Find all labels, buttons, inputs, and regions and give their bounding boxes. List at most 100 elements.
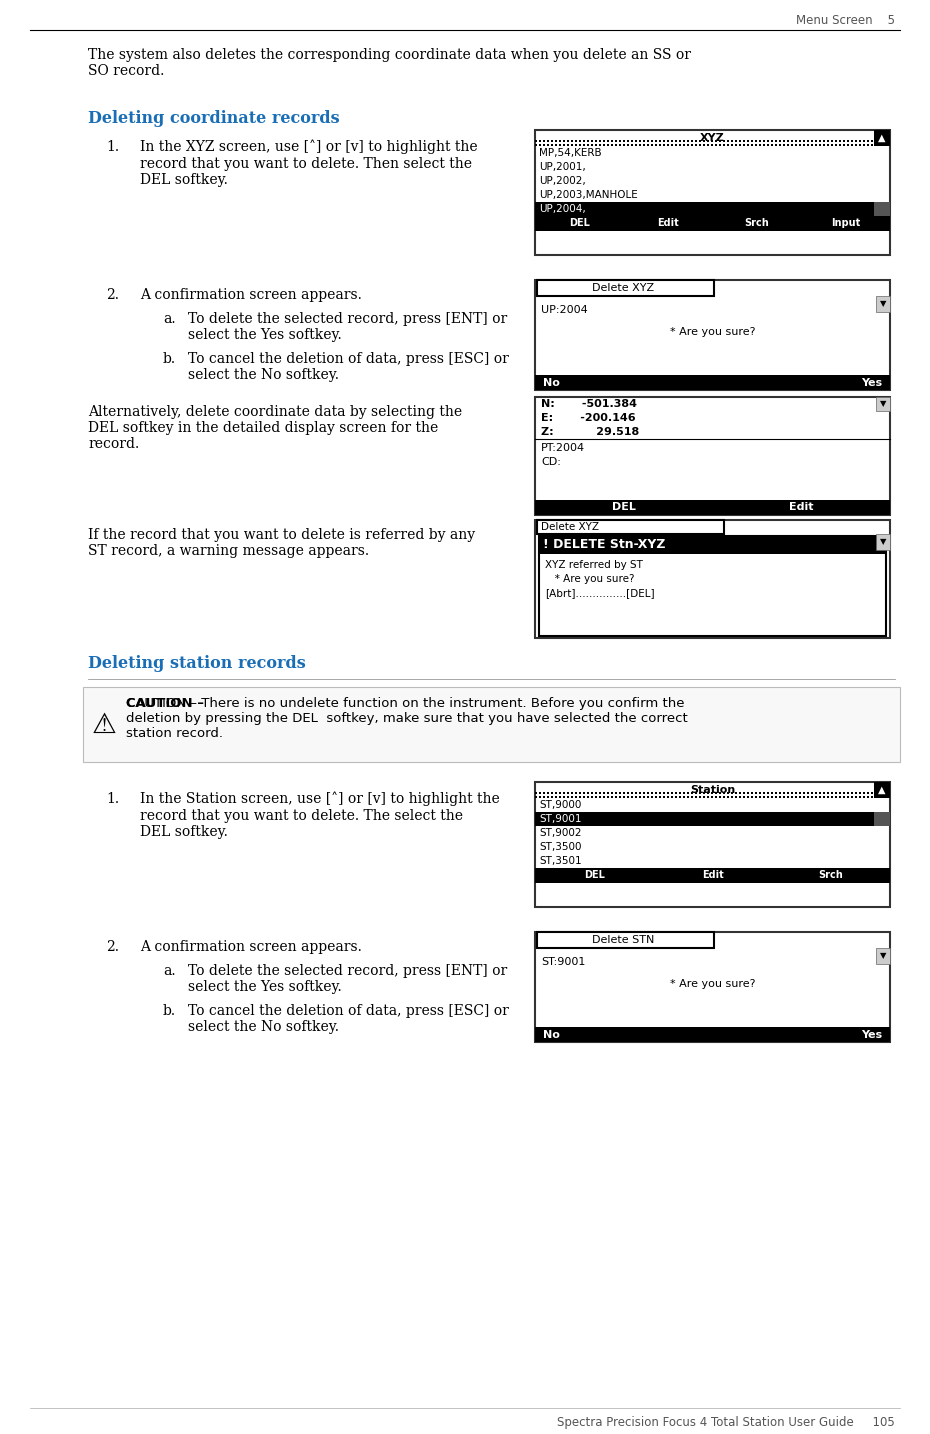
Bar [727,792,729,794]
Bar [535,280,890,390]
Bar [815,141,817,142]
Bar [655,792,657,794]
Bar [671,796,673,797]
Bar [876,948,890,964]
Bar [735,141,737,142]
Bar [855,143,857,146]
Bar [843,141,845,142]
Bar [603,143,605,146]
Bar [883,792,885,794]
Bar [567,792,569,794]
Bar [879,143,881,146]
Bar [675,141,677,142]
Bar [695,143,697,146]
Bar [639,792,641,794]
Bar [535,141,537,142]
Bar [855,796,857,797]
Bar [763,792,765,794]
Bar [747,143,749,146]
Text: XYZ: XYZ [700,133,724,143]
Bar [575,141,577,142]
Bar [547,143,549,146]
Bar [627,796,629,797]
Bar [747,141,749,142]
Bar [607,143,609,146]
Bar [651,796,653,797]
Bar [655,143,657,146]
Text: If the record that you want to delete is referred by any
ST record, a warning me: If the record that you want to delete is… [88,528,475,558]
Bar [655,141,657,142]
Bar [875,796,877,797]
Bar [803,141,805,142]
Bar [687,141,689,142]
Bar [567,143,569,146]
Bar [755,143,757,146]
Text: * Are you sure?: * Are you sure? [670,327,755,337]
Bar [743,792,745,794]
Bar [655,796,657,797]
Bar [707,141,709,142]
Text: ! DELETE Stn-XYZ: ! DELETE Stn-XYZ [543,539,666,552]
Text: ST:9001: ST:9001 [541,956,585,967]
Bar [571,141,573,142]
Bar [827,792,829,794]
Bar [851,143,853,146]
Bar [859,143,861,146]
Bar [703,792,705,794]
Bar [815,143,817,146]
Bar [535,521,890,638]
Bar [739,796,741,797]
Bar [871,143,873,146]
Bar [807,141,809,142]
Bar [831,141,833,142]
Bar [699,143,701,146]
Bar [815,796,817,797]
Bar [874,782,890,797]
Bar [839,796,841,797]
Bar [851,796,853,797]
Bar [775,143,777,146]
Text: ST,9000: ST,9000 [539,800,581,810]
Bar [563,141,565,142]
Bar [811,141,813,142]
Bar [667,143,669,146]
Bar [887,792,889,794]
Bar [535,782,890,906]
Bar [695,141,697,142]
Bar [551,796,553,797]
Bar [555,143,557,146]
Bar [755,792,757,794]
Bar [679,141,681,142]
Text: UP:2004: UP:2004 [541,305,588,315]
Bar [859,796,861,797]
Bar [695,792,697,794]
Bar [719,792,721,794]
Bar [683,143,685,146]
Bar [535,130,890,255]
Bar [687,792,689,794]
Bar [723,143,725,146]
Bar [715,796,717,797]
Bar [874,202,890,217]
Bar [847,143,849,146]
Bar [571,792,573,794]
Bar [647,796,649,797]
Text: Z:           29.518: Z: 29.518 [541,427,639,437]
Bar [575,143,577,146]
Bar [575,792,577,794]
Bar [719,143,721,146]
Bar [699,792,701,794]
Text: Yes: Yes [861,1030,882,1040]
Bar [627,141,629,142]
Bar [719,141,721,142]
Bar [535,792,537,794]
Bar [811,792,813,794]
Bar [767,141,769,142]
Bar [807,796,809,797]
Bar [619,796,621,797]
Bar [691,796,693,797]
Bar [583,792,585,794]
Bar [583,143,585,146]
Bar [631,143,633,146]
Bar [83,687,900,761]
